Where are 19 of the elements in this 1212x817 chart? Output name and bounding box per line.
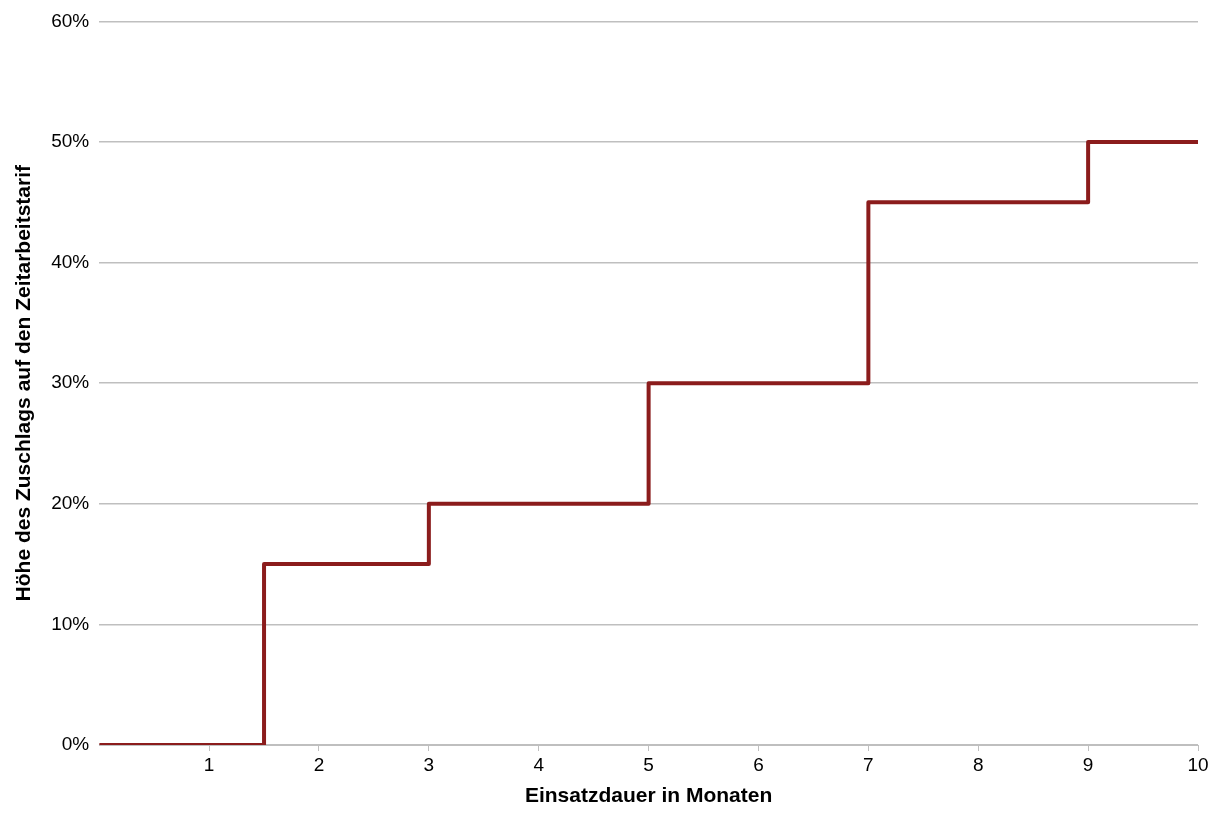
y-axis-title: Höhe des Zuschlags auf den Zeitarbeitstarif	[11, 163, 35, 602]
x-tick-label: 6	[753, 753, 764, 775]
y-tick-label: 50%	[51, 130, 90, 152]
y-tick-label: 0%	[61, 733, 90, 755]
x-tick-label: 5	[643, 753, 654, 775]
y-tick-label: 20%	[51, 492, 90, 514]
x-tick-label: 8	[972, 753, 984, 775]
x-tick-label: 2	[313, 753, 325, 775]
y-tick-label: 40%	[51, 250, 90, 272]
y-tick-label: 10%	[51, 612, 90, 634]
x-tick-label: 7	[863, 753, 874, 775]
x-axis-title: Einsatzdauer in Monaten	[524, 783, 773, 807]
x-tick-label: 4	[533, 753, 545, 775]
y-tick-label: 30%	[51, 371, 90, 393]
x-tick-label: 3	[423, 753, 435, 775]
x-tick-label: 9	[1082, 753, 1094, 775]
x-tick-label: 1	[203, 753, 215, 775]
x-tick-label: 10	[1187, 753, 1209, 775]
y-tick-label: 60%	[51, 9, 90, 31]
